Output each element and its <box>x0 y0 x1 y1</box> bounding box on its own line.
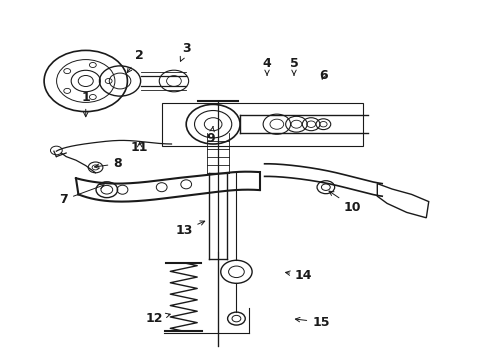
Text: 13: 13 <box>175 221 205 237</box>
Text: 10: 10 <box>329 191 362 213</box>
Text: 3: 3 <box>180 42 191 61</box>
Text: 14: 14 <box>286 269 313 282</box>
Text: 8: 8 <box>95 157 122 170</box>
Text: 15: 15 <box>295 316 330 329</box>
Text: 12: 12 <box>146 312 170 325</box>
Text: 1: 1 <box>81 91 90 117</box>
Text: 5: 5 <box>290 57 298 75</box>
Text: 9: 9 <box>206 126 215 145</box>
Text: 4: 4 <box>263 57 271 75</box>
Text: 2: 2 <box>127 49 144 72</box>
Bar <box>162 103 363 146</box>
Text: 7: 7 <box>59 184 104 206</box>
Text: 11: 11 <box>131 141 148 154</box>
Text: 6: 6 <box>319 69 328 82</box>
